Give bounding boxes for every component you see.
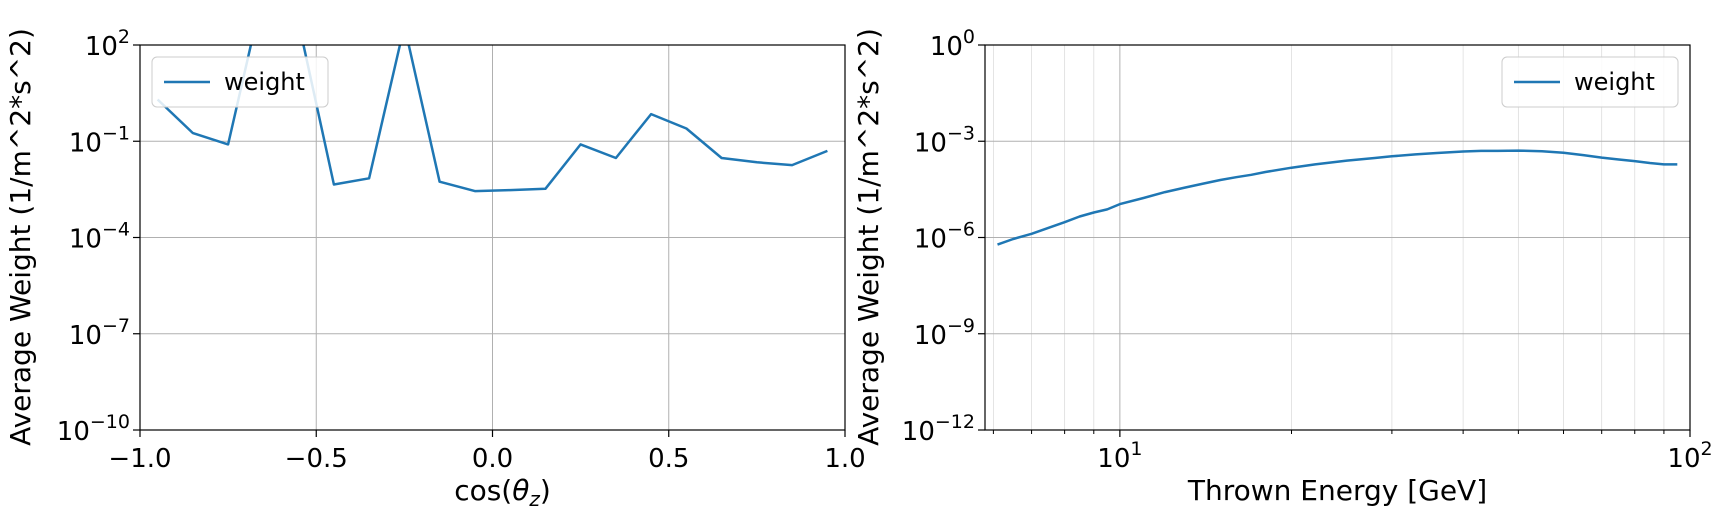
- y-tick-label: 10−12: [902, 411, 975, 447]
- legend: weight: [1501, 56, 1679, 108]
- x-tick-label: 101: [1097, 438, 1142, 474]
- y-tick-label: 10−10: [57, 411, 130, 447]
- y-tick-label: 10−4: [69, 219, 130, 255]
- x-tick-label: 1.0: [824, 444, 865, 474]
- y-tick-label: 100: [930, 26, 975, 62]
- x-tick-label: 0.5: [648, 444, 689, 474]
- y-tick-label: 10−6: [914, 219, 975, 255]
- x-tick-label: −0.5: [285, 444, 348, 474]
- legend-label: weight: [1574, 68, 1655, 96]
- y-tick-label: 10−9: [914, 315, 975, 351]
- legend-label: weight: [224, 68, 305, 96]
- series-line-weight: [997, 149, 1678, 246]
- y-tick-label: 10−7: [69, 315, 130, 351]
- x-tick-label: −1.0: [108, 444, 171, 474]
- series-line-weight: [156, 45, 828, 193]
- x-tick-label: 102: [1667, 438, 1712, 474]
- legend-box: [1501, 56, 1679, 108]
- y-tick-label: 10−1: [69, 122, 130, 158]
- y-axis-label: Average Weight (1/m^2*s^2): [4, 28, 37, 446]
- x-axis-label: Thrown Energy [GeV]: [1187, 474, 1487, 507]
- y-tick-label: 102: [85, 26, 130, 62]
- x-axis-label: cos(θz): [454, 474, 551, 511]
- chart-panel-2: 101 102 100 10−3 10−6 10−9 10−12 Thrown Energy …: [852, 26, 1713, 507]
- x-tick-label: 0.0: [472, 444, 513, 474]
- chart-panel-1: −1.0 −0.5 0.0 0.5 1.0 102 10−1 10−4 10−7 10−10 cos…: [4, 26, 866, 511]
- y-tick-label: 10−3: [914, 122, 975, 158]
- legend: weight: [151, 56, 329, 108]
- y-axis-label: Average Weight (1/m^2*s^2): [852, 28, 885, 446]
- legend-box: [151, 56, 329, 108]
